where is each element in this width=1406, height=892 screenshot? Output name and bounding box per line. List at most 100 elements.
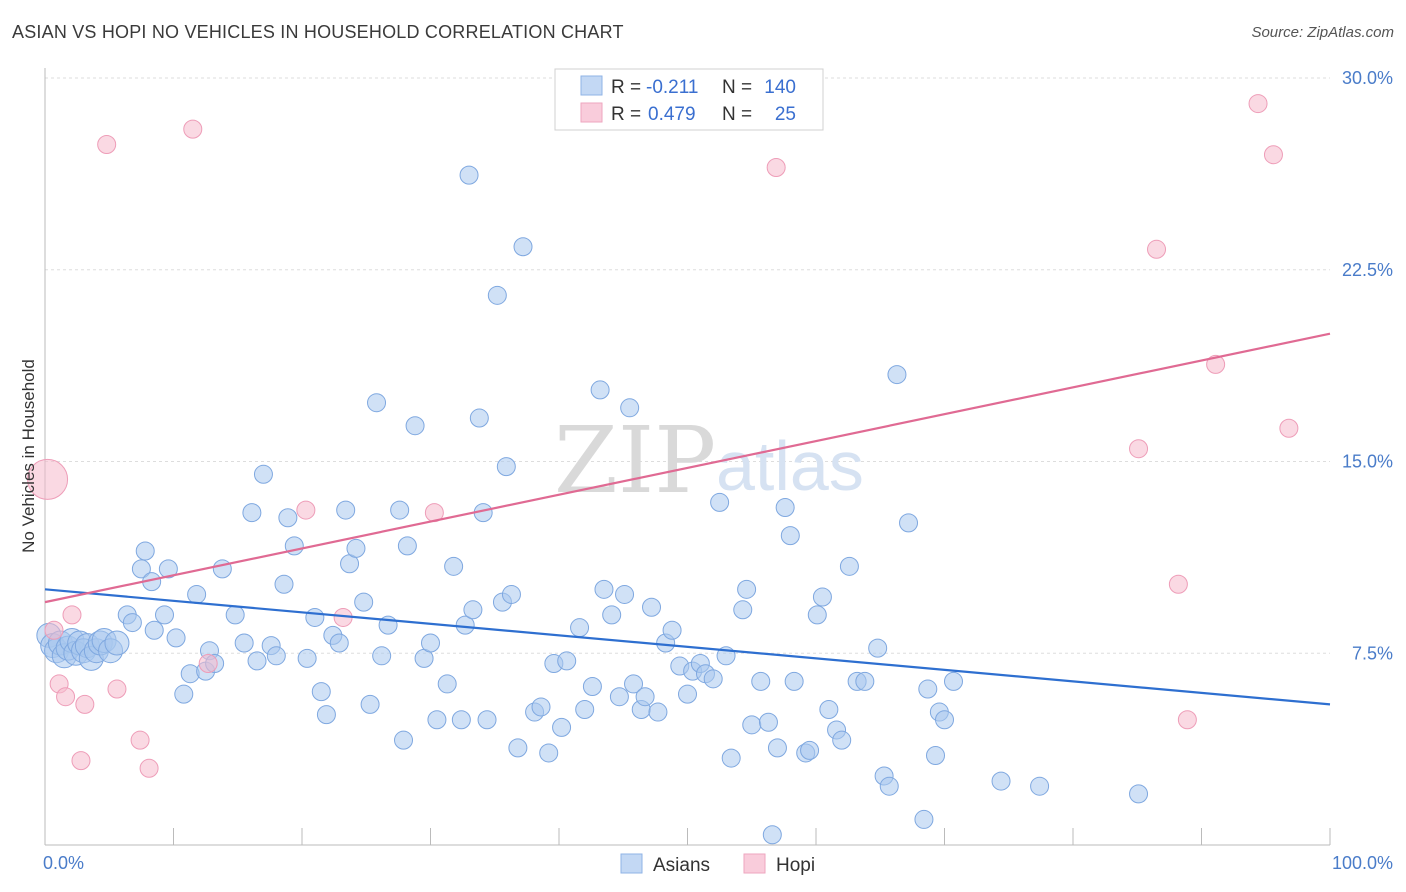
asians-point-91 bbox=[609, 687, 629, 707]
asians-point-52 bbox=[354, 592, 374, 612]
axes bbox=[44, 68, 1331, 846]
asians-point-44 bbox=[305, 607, 325, 627]
hopi-point-0 bbox=[27, 458, 69, 500]
y-tick-label-3: 30.0% bbox=[1342, 68, 1393, 88]
asians-point-26 bbox=[174, 684, 194, 704]
legend-r-value-hopi: 0.479 bbox=[648, 104, 696, 125]
asians-point-102 bbox=[678, 684, 697, 704]
asians-point-34 bbox=[234, 633, 254, 653]
chart-title: ASIAN VS HOPI NO VEHICLES IN HOUSEHOLD C… bbox=[12, 22, 624, 42]
asians-point-59 bbox=[397, 536, 417, 556]
hopi-point-20 bbox=[1177, 710, 1197, 730]
asians-point-46 bbox=[316, 705, 336, 725]
asians-point-23 bbox=[155, 605, 175, 625]
asians-point-80 bbox=[531, 697, 551, 717]
bottom-legend-swatch-asians bbox=[620, 853, 643, 874]
hopi-point-18 bbox=[1147, 239, 1167, 259]
asians-point-86 bbox=[575, 699, 595, 719]
asians-point-107 bbox=[710, 492, 730, 512]
watermark-zip: ZIP bbox=[554, 407, 716, 514]
asians-point-140 bbox=[991, 771, 1011, 791]
hopi-point-10 bbox=[139, 758, 159, 778]
asians-point-129 bbox=[868, 638, 888, 658]
hopi-point-13 bbox=[296, 500, 316, 520]
grid-lines bbox=[45, 77, 1330, 654]
asians-point-24 bbox=[158, 559, 178, 579]
asians-point-98 bbox=[648, 702, 668, 722]
asians-point-49 bbox=[336, 500, 356, 520]
hopi-point-6 bbox=[75, 694, 95, 714]
asians-point-123 bbox=[819, 699, 839, 719]
asians-point-68 bbox=[459, 165, 479, 185]
asians-point-62 bbox=[421, 633, 440, 653]
asians-point-126 bbox=[839, 556, 859, 576]
asians-point-48 bbox=[329, 633, 349, 653]
hopi-point-5 bbox=[71, 751, 91, 771]
watermark-atlas: atlas bbox=[716, 427, 864, 505]
bottom-legend-swatch-hopi bbox=[743, 853, 766, 874]
asians-point-32 bbox=[212, 559, 232, 579]
asians-point-66 bbox=[451, 710, 471, 730]
hopi-point-22 bbox=[1248, 94, 1268, 114]
asians-point-96 bbox=[635, 687, 655, 707]
asians-point-55 bbox=[372, 646, 392, 666]
y-tick-label-1: 15.0% bbox=[1342, 452, 1393, 472]
asians-point-134 bbox=[914, 809, 934, 829]
asians-point-33 bbox=[225, 605, 245, 625]
asians-point-110 bbox=[733, 600, 753, 620]
asians-point-141 bbox=[1030, 776, 1050, 796]
asians-point-70 bbox=[469, 408, 489, 428]
legend-n-value-hopi: 25 bbox=[775, 104, 796, 125]
asians-point-37 bbox=[253, 464, 273, 484]
asians-point-81 bbox=[539, 743, 559, 763]
asians-point-118 bbox=[784, 671, 804, 691]
asians-trend-line bbox=[44, 588, 1331, 706]
asians-point-75 bbox=[496, 457, 516, 477]
asians-point-142 bbox=[1129, 784, 1149, 804]
hopi-point-1 bbox=[44, 620, 64, 640]
asians-point-128 bbox=[855, 671, 875, 691]
asians-point-109 bbox=[721, 748, 741, 768]
asians-point-88 bbox=[590, 380, 610, 400]
asians-point-77 bbox=[508, 738, 528, 758]
trend-lines bbox=[44, 332, 1331, 706]
asians-point-78 bbox=[513, 237, 533, 257]
asians-point-116 bbox=[775, 498, 795, 518]
hopi-point-21 bbox=[1206, 354, 1226, 374]
asians-point-135 bbox=[918, 679, 938, 699]
hopi-point-16 bbox=[766, 157, 786, 177]
asians-point-63 bbox=[427, 710, 447, 730]
asians-point-72 bbox=[477, 710, 497, 730]
asians-point-58 bbox=[394, 730, 414, 750]
asians-point-76 bbox=[501, 584, 521, 604]
hopi-point-12 bbox=[198, 653, 218, 673]
asians-point-83 bbox=[552, 717, 572, 737]
source-credit: Source: ZipAtlas.com bbox=[1251, 24, 1394, 41]
bottom-legend-label-asians: Asians bbox=[653, 855, 710, 876]
asians-point-20 bbox=[135, 541, 155, 561]
hopi-point-3 bbox=[56, 687, 76, 707]
x-tick-label-0: 0.0% bbox=[43, 853, 84, 873]
asians-point-57 bbox=[390, 500, 410, 520]
legend-n-value-asians: 140 bbox=[764, 77, 796, 98]
asians-point-87 bbox=[582, 676, 602, 696]
asians-point-120 bbox=[800, 740, 820, 760]
hopi-point-17 bbox=[1129, 439, 1149, 459]
y-tick-label-2: 22.5% bbox=[1342, 260, 1393, 280]
asians-point-28 bbox=[187, 584, 207, 604]
asians-point-18 bbox=[122, 613, 142, 633]
asians-point-73 bbox=[487, 285, 507, 305]
asians-point-131 bbox=[879, 776, 899, 796]
asians-point-94 bbox=[624, 674, 644, 694]
asians-point-25 bbox=[166, 628, 186, 648]
asians-point-122 bbox=[812, 587, 832, 607]
asians-point-132 bbox=[887, 365, 907, 385]
hopi-point-7 bbox=[97, 134, 117, 154]
series-legend: Asians Hopi bbox=[620, 853, 815, 876]
bottom-legend-label-hopi: Hopi bbox=[776, 855, 815, 876]
x-tick-label-1: 100.0% bbox=[1332, 853, 1393, 873]
asians-point-60 bbox=[405, 416, 425, 436]
asians-point-85 bbox=[570, 618, 590, 638]
correlation-legend: R = -0.211 N = 140 R = 0.479 N = 25 bbox=[554, 68, 824, 131]
